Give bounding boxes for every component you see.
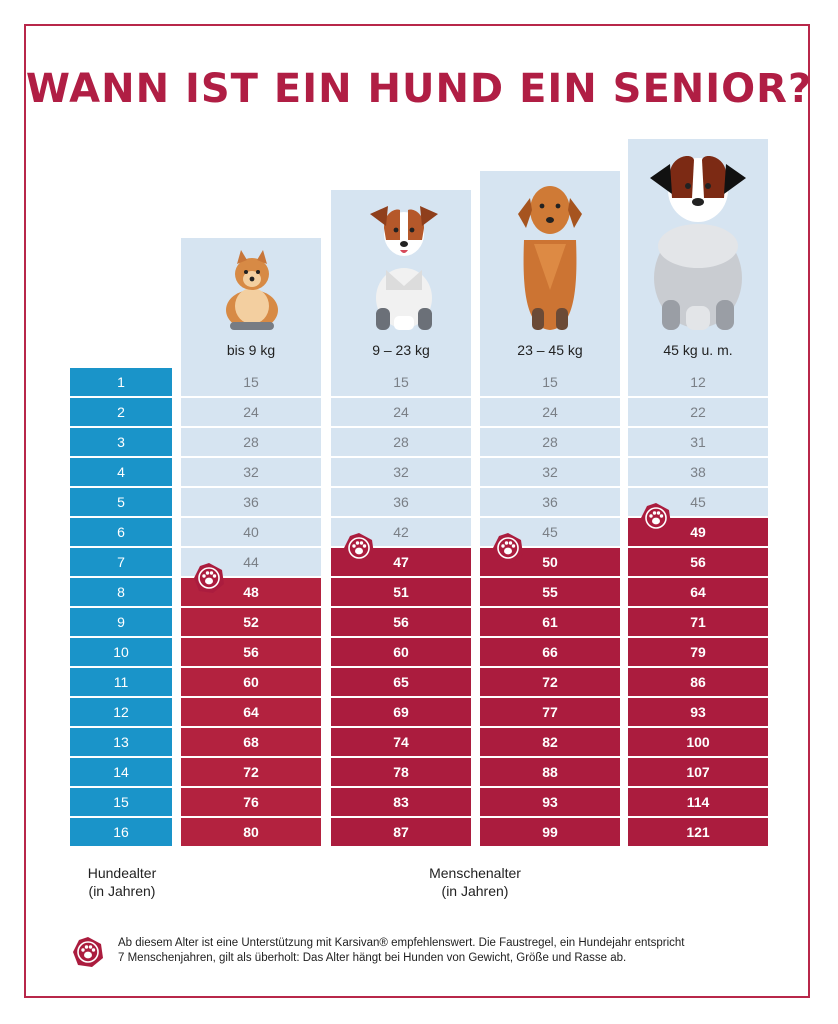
human-age-cell: 80 (181, 818, 321, 848)
human-age-cell: 12 (628, 368, 768, 398)
human-age-cell: 48 (181, 578, 321, 608)
human-age-cell: 71 (628, 608, 768, 638)
human-age-cell: 79 (628, 638, 768, 668)
paw-badge-icon (73, 937, 103, 967)
human-age-cell: 87 (331, 818, 471, 848)
human-age-cell: 56 (331, 608, 471, 638)
dog-age-cell: 9 (70, 608, 172, 638)
human-age-axis-unit: (in Jahren) (441, 883, 509, 899)
human-age-cell: 72 (181, 758, 321, 788)
human-age-cell: 56 (628, 548, 768, 578)
dog-age-axis-title: Hundealter (87, 865, 157, 881)
footnote-line-2: 7 Menschenjahren, gilt als überholt: Das… (118, 952, 627, 964)
dog-age-cell: 7 (70, 548, 172, 578)
human-age-cell: 88 (480, 758, 620, 788)
human-age-axis-label: Menschenalter (in Jahren) (400, 864, 550, 900)
human-age-cell: 24 (480, 398, 620, 428)
column-label-3: 23 – 45 kg (517, 342, 583, 358)
human-age-cell: 22 (628, 398, 768, 428)
human-age-cell: 99 (480, 818, 620, 848)
human-age-cell: 65 (331, 668, 471, 698)
human-age-cell: 60 (331, 638, 471, 668)
dog-age-cell: 3 (70, 428, 172, 458)
dog-age-cell: 13 (70, 728, 172, 758)
human-age-cell: 64 (628, 578, 768, 608)
human-age-cell: 47 (331, 548, 471, 578)
human-age-cell: 77 (480, 698, 620, 728)
human-age-cell: 64 (181, 698, 321, 728)
human-age-cell: 51 (331, 578, 471, 608)
human-age-cell: 15 (181, 368, 321, 398)
human-age-axis-title: Menschenalter (429, 865, 521, 881)
human-age-cell: 52 (181, 608, 321, 638)
dog-age-cell: 8 (70, 578, 172, 608)
dog-age-cell: 2 (70, 398, 172, 428)
dog-age-cell: 14 (70, 758, 172, 788)
human-age-cell: 93 (628, 698, 768, 728)
human-age-cell: 28 (331, 428, 471, 458)
senior-start-paw-icon (641, 503, 671, 533)
human-age-cell: 60 (181, 668, 321, 698)
human-age-cell: 28 (480, 428, 620, 458)
dog-age-axis-label: Hundealter (in Jahren) (70, 864, 174, 900)
human-age-cell: 28 (181, 428, 321, 458)
human-age-cell: 36 (331, 488, 471, 518)
dog-age-cell: 4 (70, 458, 172, 488)
human-age-cell: 72 (480, 668, 620, 698)
terrier-icon (370, 206, 438, 330)
outer-frame (24, 24, 810, 998)
human-age-cell: 69 (331, 698, 471, 728)
human-age-cell: 74 (331, 728, 471, 758)
dog-age-cell: 11 (70, 668, 172, 698)
column-label-4: 45 kg u. m. (663, 342, 733, 358)
human-age-cell: 36 (480, 488, 620, 518)
column-label-1: bis 9 kg (226, 342, 276, 358)
human-age-cell: 32 (181, 458, 321, 488)
human-age-cell: 66 (480, 638, 620, 668)
human-age-cell: 100 (628, 728, 768, 758)
footnote-line-1: Ab diesem Alter ist eine Unterstützung m… (118, 937, 685, 949)
senior-start-paw-icon (493, 533, 523, 563)
human-age-cell: 121 (628, 818, 768, 848)
dog-age-cell: 5 (70, 488, 172, 518)
footnote: Ab diesem Alter ist eine Unterstützung m… (118, 936, 798, 966)
saint-bernard-icon (650, 156, 746, 330)
human-age-cell: 56 (181, 638, 321, 668)
human-age-cell: 24 (181, 398, 321, 428)
dog-age-cell: 1 (70, 368, 172, 398)
human-age-cell: 93 (480, 788, 620, 818)
human-age-cell: 36 (181, 488, 321, 518)
dog-age-axis-unit: (in Jahren) (88, 883, 156, 899)
human-age-cell: 83 (331, 788, 471, 818)
column-label-2: 9 – 23 kg (372, 342, 430, 358)
human-age-cell: 31 (628, 428, 768, 458)
human-age-cell: 114 (628, 788, 768, 818)
human-age-cell: 38 (628, 458, 768, 488)
retriever-icon (518, 186, 582, 330)
human-age-cell: 78 (331, 758, 471, 788)
senior-start-paw-icon (194, 563, 224, 593)
human-age-cell: 24 (331, 398, 471, 428)
human-age-cell: 15 (480, 368, 620, 398)
dog-age-cell: 6 (70, 518, 172, 548)
human-age-cell: 15 (331, 368, 471, 398)
dog-age-cell: 10 (70, 638, 172, 668)
dog-age-cell: 12 (70, 698, 172, 728)
human-age-cell: 68 (181, 728, 321, 758)
human-age-cell: 40 (181, 518, 321, 548)
senior-start-paw-icon (344, 533, 374, 563)
human-age-cell: 76 (181, 788, 321, 818)
human-age-cell: 82 (480, 728, 620, 758)
pomeranian-icon (226, 250, 278, 330)
human-age-cell: 107 (628, 758, 768, 788)
human-age-cell: 32 (480, 458, 620, 488)
human-age-cell: 55 (480, 578, 620, 608)
human-age-cell: 86 (628, 668, 768, 698)
dog-age-cell: 16 (70, 818, 172, 848)
page-title: WANN IST EIN HUND EIN SENIOR? (25, 66, 813, 112)
dog-age-cell: 15 (70, 788, 172, 818)
human-age-cell: 61 (480, 608, 620, 638)
human-age-cell: 32 (331, 458, 471, 488)
